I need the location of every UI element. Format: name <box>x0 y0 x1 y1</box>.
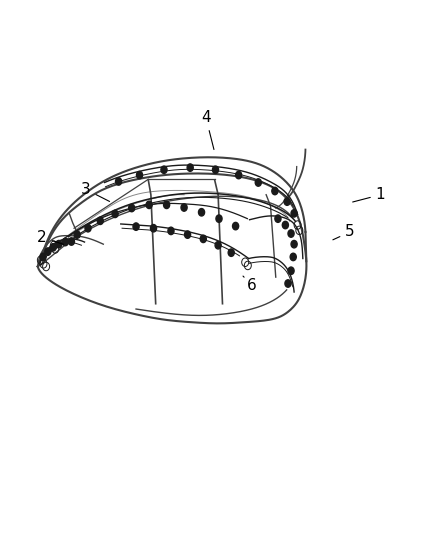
Circle shape <box>129 204 135 212</box>
Circle shape <box>50 244 56 251</box>
Circle shape <box>133 223 139 230</box>
Circle shape <box>216 215 222 222</box>
Circle shape <box>291 209 297 217</box>
Text: 6: 6 <box>243 276 257 293</box>
Text: 2: 2 <box>37 230 64 245</box>
Circle shape <box>184 231 191 238</box>
Circle shape <box>228 249 234 256</box>
Circle shape <box>275 215 281 222</box>
Circle shape <box>116 177 122 185</box>
Circle shape <box>56 240 62 248</box>
Circle shape <box>85 224 91 232</box>
Circle shape <box>181 204 187 211</box>
Circle shape <box>215 241 221 249</box>
Circle shape <box>137 171 143 179</box>
Circle shape <box>112 210 118 217</box>
Text: 3: 3 <box>81 182 110 201</box>
Circle shape <box>272 187 278 195</box>
Circle shape <box>200 235 206 243</box>
Circle shape <box>285 280 291 287</box>
Circle shape <box>97 217 103 224</box>
Circle shape <box>284 198 290 205</box>
Circle shape <box>233 222 239 230</box>
Circle shape <box>288 267 294 274</box>
Circle shape <box>74 231 80 238</box>
Circle shape <box>40 253 46 261</box>
Circle shape <box>62 238 68 246</box>
Circle shape <box>68 238 74 245</box>
Text: 5: 5 <box>333 224 355 240</box>
Circle shape <box>45 248 51 255</box>
Circle shape <box>290 253 296 261</box>
Text: 1: 1 <box>353 187 385 202</box>
Circle shape <box>146 201 152 208</box>
Circle shape <box>283 221 288 229</box>
Circle shape <box>288 230 294 237</box>
Text: 4: 4 <box>201 110 214 150</box>
Circle shape <box>198 208 205 216</box>
Circle shape <box>187 164 193 171</box>
Circle shape <box>163 201 170 208</box>
Circle shape <box>168 227 174 235</box>
Circle shape <box>236 171 242 179</box>
Circle shape <box>212 166 219 173</box>
Circle shape <box>150 224 156 232</box>
Circle shape <box>255 179 261 186</box>
Circle shape <box>291 240 297 248</box>
Circle shape <box>161 166 167 173</box>
